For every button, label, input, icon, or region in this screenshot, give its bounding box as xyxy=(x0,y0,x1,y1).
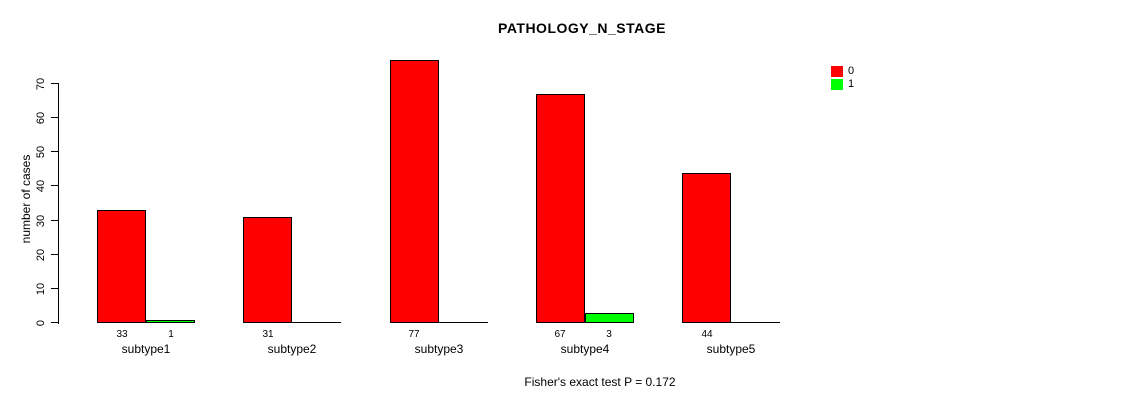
x-category-label: subtype1 xyxy=(121,342,171,356)
legend-swatch-icon xyxy=(831,79,843,90)
bar-count-label: 77 xyxy=(408,329,420,340)
bar-series-1-zero xyxy=(292,322,341,323)
chart-title: PATHOLOGY_N_STAGE xyxy=(498,20,666,36)
y-tick-mark xyxy=(51,117,58,118)
y-tick-label: 60 xyxy=(35,111,47,125)
bar-series-1 xyxy=(585,312,634,323)
bar-series-0 xyxy=(682,172,731,323)
bar-series-0 xyxy=(97,210,146,323)
y-tick-mark xyxy=(51,254,58,255)
legend-label: 1 xyxy=(848,78,855,90)
bar-series-0 xyxy=(536,94,585,323)
bar-series-1-zero xyxy=(731,322,780,323)
y-tick-label: 10 xyxy=(35,282,47,296)
y-tick-label: 50 xyxy=(35,145,47,159)
y-tick-label: 20 xyxy=(35,248,47,262)
y-tick-mark xyxy=(51,220,58,221)
legend-label: 0 xyxy=(848,65,855,77)
bar-count-label: 33 xyxy=(116,329,128,340)
x-category-label: subtype3 xyxy=(414,342,464,356)
y-tick-mark xyxy=(51,151,58,152)
legend-row: 1 xyxy=(831,78,854,91)
y-tick-label: 30 xyxy=(35,214,47,228)
bar-series-0 xyxy=(390,60,439,323)
bar-series-1-zero xyxy=(439,322,488,323)
legend-row: 0 xyxy=(831,65,854,78)
y-tick-mark xyxy=(51,288,58,289)
bar-count-label: 1 xyxy=(168,329,174,340)
bar-count-label: 3 xyxy=(606,329,612,340)
x-category-label: subtype2 xyxy=(267,342,317,356)
bar-series-0 xyxy=(243,217,292,323)
y-tick-mark xyxy=(51,322,58,323)
y-tick-label: 70 xyxy=(35,77,47,91)
y-axis-line xyxy=(58,83,59,324)
y-tick-mark xyxy=(51,185,58,186)
bar-count-label: 31 xyxy=(262,329,274,340)
y-axis-label: number of cases xyxy=(19,154,33,244)
x-category-label: subtype5 xyxy=(706,342,756,356)
y-tick-label: 0 xyxy=(35,319,47,327)
y-tick-mark xyxy=(51,83,58,84)
x-category-label: subtype4 xyxy=(560,342,610,356)
statistical-test-annotation: Fisher's exact test P = 0.172 xyxy=(524,375,676,389)
y-tick-label: 40 xyxy=(35,179,47,193)
bar-count-label: 44 xyxy=(701,329,713,340)
bar-count-label: 67 xyxy=(554,329,566,340)
legend-swatch-icon xyxy=(831,66,843,77)
bar-series-1 xyxy=(146,319,195,323)
